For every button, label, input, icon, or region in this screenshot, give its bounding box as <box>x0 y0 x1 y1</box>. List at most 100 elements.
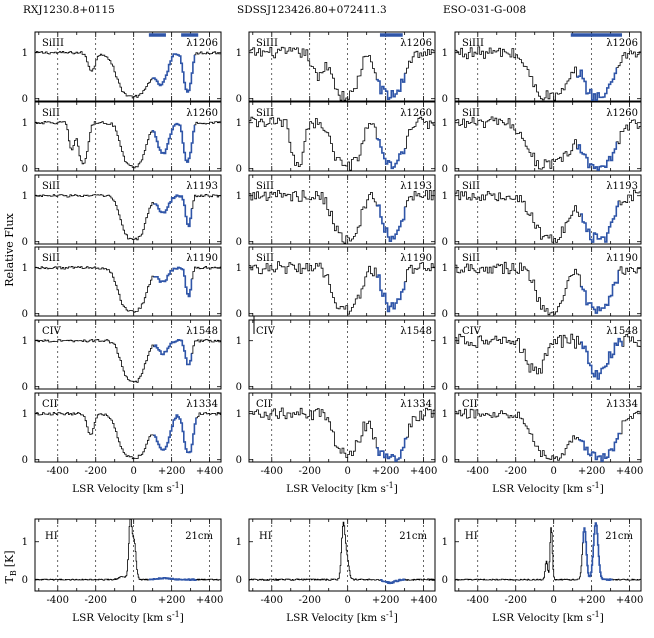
spectrum-line <box>455 116 642 171</box>
hvc-component <box>580 337 623 380</box>
wavelength-label: λ1193 <box>186 181 218 192</box>
hi-wave-label: 21cm <box>605 531 633 542</box>
hvc-component <box>151 53 196 93</box>
spectrum-panel <box>34 392 222 463</box>
x-tick-label: 0 <box>551 595 557 606</box>
y-tick-label: 0 <box>22 309 28 320</box>
spectrum-panel <box>454 246 642 317</box>
hi-wave-label: 21cm <box>399 531 427 542</box>
y-tick-label: 0 <box>236 237 242 248</box>
wavelength-label: λ1190 <box>186 253 218 264</box>
spectrum-panel <box>34 174 222 245</box>
x-tick-label: +400 <box>616 595 643 606</box>
x-tick-label: 0 <box>345 466 351 477</box>
ion-label: SiII <box>462 181 480 192</box>
y-tick-label: 0 <box>442 94 448 105</box>
y-tick-label: 1 <box>236 48 242 59</box>
hvc-component <box>376 204 406 242</box>
hvc-component <box>376 437 408 462</box>
ion-label: CIV <box>462 326 482 337</box>
x-tick-label: +200 <box>578 466 605 477</box>
ion-label: SiIII <box>256 38 278 49</box>
x-tick-label: -400 <box>261 595 283 606</box>
hvc-component <box>153 194 193 228</box>
spectrum-panel <box>34 319 222 390</box>
spectrum-panel <box>248 392 436 463</box>
spectrum-line <box>249 190 436 244</box>
spectrum-panel <box>34 31 222 102</box>
spectrum-line <box>249 116 436 171</box>
ion-label: SiII <box>256 253 274 264</box>
y-tick-label: 1 <box>442 118 448 129</box>
y-tick-label: 0 <box>236 382 242 393</box>
y-tick-label: 0 <box>442 164 448 175</box>
spectrum-panel <box>454 392 642 463</box>
wavelength-label: λ1548 <box>606 326 638 337</box>
x-axis-label: LSR Velocity [km s-1] <box>72 481 184 495</box>
spectrum-panel <box>454 319 642 390</box>
y-tick-label: 1 <box>236 336 242 347</box>
spectrum-line <box>455 189 642 243</box>
spectrum-panel <box>248 31 436 102</box>
y-tick-label: 1 <box>236 118 242 129</box>
x-tick-label: +400 <box>196 466 223 477</box>
y-tick-label: 0 <box>442 455 448 466</box>
x-tick-label: +200 <box>372 595 399 606</box>
y-tick-label: 0 <box>236 94 242 105</box>
wavelength-label: λ1548 <box>186 326 218 337</box>
hvc-component <box>153 339 193 366</box>
y-tick-label: 1 <box>442 409 448 420</box>
hi-label: HI <box>465 531 478 542</box>
ion-label: SiIII <box>42 38 64 49</box>
spectrum-line <box>249 407 436 462</box>
x-axis-label: LSR Velocity [km s-1] <box>492 481 604 495</box>
hvc-component <box>153 266 193 298</box>
y-tick-label: 0 <box>22 237 28 248</box>
y-tick-label: 0 <box>22 164 28 175</box>
column-title: ESO-031-G-008 <box>443 4 526 16</box>
hi-hvc-component <box>148 577 197 581</box>
hi-label: HI <box>259 531 272 542</box>
x-tick-label: +200 <box>578 595 605 606</box>
ion-label: CII <box>256 399 272 410</box>
spectrum-panel <box>248 101 436 172</box>
wavelength-label: λ1334 <box>606 399 638 410</box>
y-tick-label: 1 <box>442 48 448 59</box>
x-tick-label: +400 <box>410 595 437 606</box>
wavelength-label: λ1190 <box>400 253 432 264</box>
wavelength-label: λ1260 <box>606 108 638 119</box>
hvc-component <box>576 67 618 101</box>
ion-label: SiII <box>42 253 60 264</box>
ion-label: CII <box>42 399 58 410</box>
hi-label: HI <box>45 531 58 542</box>
y-tick-label: 0 <box>236 575 242 586</box>
wavelength-label: λ1548 <box>400 326 432 337</box>
x-tick-label: -200 <box>299 466 321 477</box>
ion-label: SiII <box>256 181 274 192</box>
hi-hvc-component <box>380 578 406 585</box>
y-tick-label: 0 <box>236 164 242 175</box>
y-tick-label: 1 <box>22 48 28 59</box>
hvc-component <box>376 274 406 313</box>
x-axis-label: LSR Velocity [km s-1] <box>286 610 398 624</box>
y-tick-label: 1 <box>236 191 242 202</box>
x-tick-label: -200 <box>505 595 527 606</box>
x-axis-label: LSR Velocity [km s-1] <box>72 610 184 624</box>
spectrum-panel <box>454 174 642 245</box>
wavelength-label: λ1206 <box>606 38 638 49</box>
ion-label: SiII <box>462 253 480 264</box>
x-tick-label: -400 <box>467 466 489 477</box>
y-tick-label: 1 <box>236 537 242 548</box>
x-axis-label: LSR Velocity [km s-1] <box>492 610 604 624</box>
spectrum-line <box>455 46 642 101</box>
hi-hvc-component <box>582 522 613 581</box>
ion-label: SiII <box>42 181 60 192</box>
x-tick-label: +200 <box>372 466 399 477</box>
x-tick-label: -400 <box>467 595 489 606</box>
hi-panel <box>454 518 642 592</box>
spectrum-line <box>249 261 436 315</box>
y-tick-label: 1 <box>236 263 242 274</box>
ion-label: SiII <box>462 108 480 119</box>
ion-label: CII <box>462 399 478 410</box>
